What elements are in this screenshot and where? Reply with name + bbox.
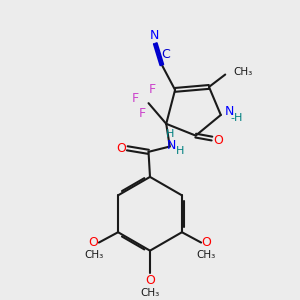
Text: C: C: [161, 48, 170, 61]
Text: H: H: [166, 129, 174, 139]
Text: CH₃: CH₃: [197, 250, 216, 260]
Text: O: O: [88, 236, 98, 249]
Text: F: F: [132, 92, 139, 105]
Text: N: N: [150, 29, 159, 42]
Text: O: O: [116, 142, 126, 155]
Text: -H: -H: [231, 113, 243, 123]
Text: O: O: [214, 134, 224, 146]
Text: O: O: [202, 236, 212, 249]
Text: F: F: [148, 82, 156, 95]
Text: O: O: [145, 274, 155, 287]
Text: CH₃: CH₃: [84, 250, 103, 260]
Text: H: H: [176, 146, 184, 156]
Text: CH₃: CH₃: [140, 288, 160, 298]
Text: CH₃: CH₃: [233, 67, 253, 76]
Text: N: N: [224, 105, 234, 118]
Text: N: N: [167, 139, 176, 152]
Text: F: F: [139, 107, 146, 120]
